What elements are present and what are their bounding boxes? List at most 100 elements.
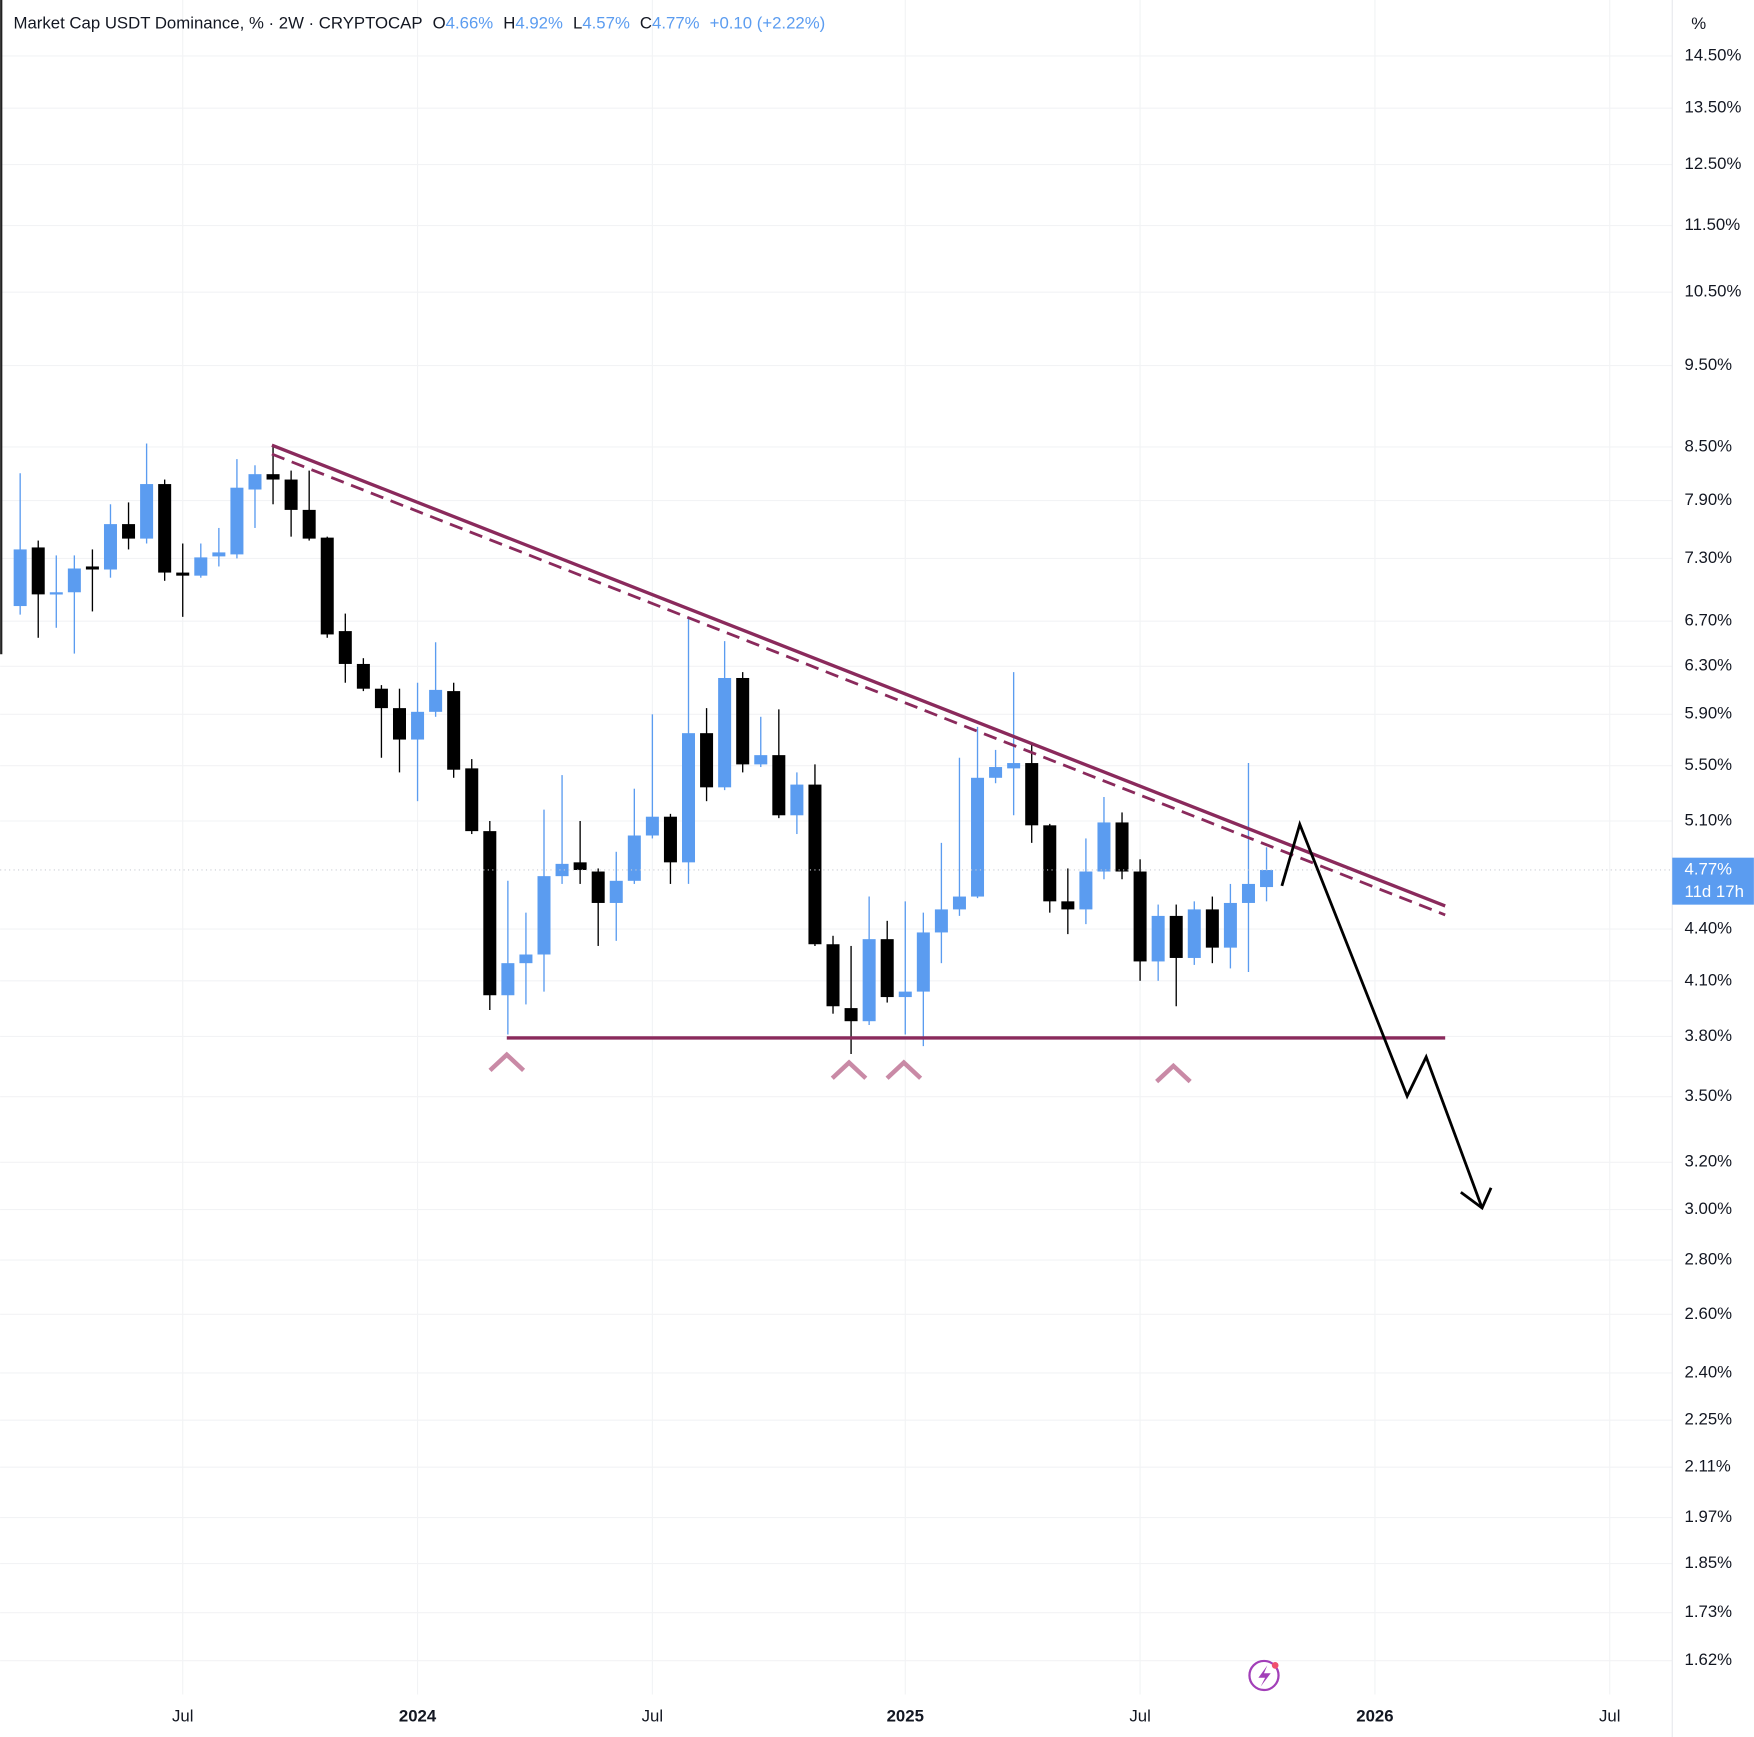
candle-body xyxy=(519,954,533,964)
candle-body xyxy=(212,552,226,557)
candle-body xyxy=(609,880,623,903)
icon-dot xyxy=(1271,1662,1279,1669)
candle-body xyxy=(952,896,966,910)
candle-body xyxy=(898,991,912,998)
y-tick-label: 7.30% xyxy=(1685,548,1733,567)
x-tick-label: Jul xyxy=(1129,1706,1150,1725)
y-tick-label: 5.50% xyxy=(1685,755,1733,774)
marker xyxy=(830,1059,868,1080)
y-tick-label: 1.62% xyxy=(1685,1650,1733,1669)
candle-body xyxy=(934,909,948,933)
candle-body xyxy=(338,631,352,664)
c-label: C xyxy=(640,14,652,33)
y-tick-label: 1.97% xyxy=(1685,1507,1733,1526)
y-tick-label: 1.73% xyxy=(1685,1602,1733,1621)
candle-body xyxy=(573,862,587,870)
candle-body xyxy=(284,479,298,510)
candle-body xyxy=(718,677,732,788)
candle-body xyxy=(772,755,786,816)
candle-body xyxy=(483,831,497,996)
candle-body xyxy=(501,963,515,996)
candle-body xyxy=(663,816,677,863)
l-label: L xyxy=(573,14,582,33)
y-tick-label: 7.90% xyxy=(1685,490,1733,509)
candle-body xyxy=(682,733,696,863)
arrow-head xyxy=(1460,1187,1493,1211)
y-tick-label: 1.85% xyxy=(1685,1553,1733,1572)
trend-line-dashed xyxy=(271,452,1446,917)
y-tick-label: 2.25% xyxy=(1685,1410,1733,1429)
candle-body xyxy=(537,876,551,955)
candle-body xyxy=(1169,915,1183,958)
marker xyxy=(885,1059,923,1080)
candle-body xyxy=(176,572,190,576)
candle-body xyxy=(790,784,804,816)
y-tick-label: 2.60% xyxy=(1685,1304,1733,1323)
candle-body xyxy=(989,767,1003,778)
candle-body xyxy=(1061,901,1075,910)
candle-body xyxy=(465,768,479,832)
marker xyxy=(488,1051,526,1073)
y-tick-label: 3.20% xyxy=(1685,1152,1733,1171)
candle-body xyxy=(808,784,822,945)
x-tick-label: Jul xyxy=(1599,1706,1620,1725)
y-tick-label: 3.00% xyxy=(1685,1199,1733,1218)
grid xyxy=(0,0,1673,1695)
candle-body xyxy=(158,484,172,573)
candle-body xyxy=(13,549,27,607)
icon[interactable] xyxy=(1248,1659,1280,1692)
candle-body xyxy=(374,688,388,709)
x-tick-label: Jul xyxy=(642,1706,663,1725)
y-tick-label: 8.50% xyxy=(1685,436,1733,455)
y-tick-label: 10.50% xyxy=(1685,282,1742,301)
y-tick-label: 4.10% xyxy=(1685,970,1733,989)
c-value: 4.77% xyxy=(652,14,700,33)
candle-body xyxy=(411,711,425,740)
header-title: Market Cap USDT Dominance, % · 2W · CRYP… xyxy=(14,14,423,33)
y-tick-label: 2.40% xyxy=(1685,1362,1733,1381)
candle-body xyxy=(844,1008,858,1022)
candle-body xyxy=(1115,822,1129,872)
candle-body xyxy=(31,547,45,595)
candle-body xyxy=(1043,825,1057,902)
candle-body xyxy=(49,592,63,595)
candle-body xyxy=(392,708,406,740)
y-tick-label: 11.50% xyxy=(1685,215,1741,234)
y-tick-label: 2.80% xyxy=(1685,1250,1733,1269)
candle-body xyxy=(356,663,370,689)
candle-body xyxy=(1260,869,1274,888)
support-markers xyxy=(488,1051,1192,1084)
marker xyxy=(1155,1062,1192,1084)
candle-body xyxy=(1151,915,1165,962)
candle-body xyxy=(880,939,894,998)
candle-body xyxy=(302,509,316,539)
candle-body xyxy=(1097,822,1111,872)
candle-body xyxy=(447,691,461,770)
scale-label[interactable]: % xyxy=(1691,14,1706,33)
x-tick-label: 2024 xyxy=(399,1706,437,1725)
candle-body xyxy=(67,568,81,593)
y-tick-label: 2.11% xyxy=(1685,1457,1731,1476)
candle-body xyxy=(122,524,136,539)
candle-body xyxy=(230,487,244,555)
icon-bolt xyxy=(1258,1665,1271,1687)
price-label: 4.77% xyxy=(1685,859,1733,878)
x-tick-label: 2026 xyxy=(1356,1706,1393,1725)
x-tick-label: Jul xyxy=(172,1706,193,1725)
candle-body xyxy=(627,835,641,881)
trend-line xyxy=(271,443,1446,908)
candle-body xyxy=(320,537,334,635)
candle-body xyxy=(862,939,876,1022)
h-value: 4.92% xyxy=(515,14,563,33)
candle-body xyxy=(1133,871,1147,962)
o-label: O xyxy=(433,14,446,33)
y-tick-label: 14.50% xyxy=(1685,45,1742,64)
h-label: H xyxy=(503,14,515,33)
y-tick-label: 4.40% xyxy=(1685,919,1733,938)
y-tick-label: 13.50% xyxy=(1685,98,1742,117)
candle-body xyxy=(103,524,117,570)
o-value: 4.66% xyxy=(446,14,494,33)
candles xyxy=(0,443,1673,1055)
